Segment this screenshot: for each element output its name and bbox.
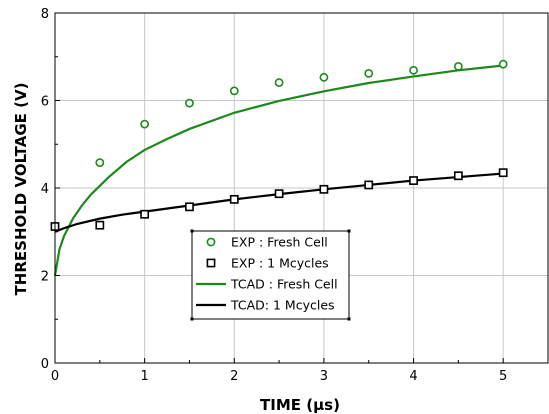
- data-point-square: [274, 189, 284, 199]
- data-point-circle: [364, 68, 374, 78]
- x-tick-label: 2: [230, 369, 238, 384]
- data-point-circle: [185, 98, 194, 108]
- ticks: 0 1 2 3 4 5 0 2 4 6 8: [41, 7, 508, 384]
- x-tick-label: 4: [409, 369, 417, 384]
- y-tick-label: 0: [41, 357, 49, 372]
- legend-label: EXP : Fresh Cell: [231, 235, 328, 250]
- y-tick-label: 6: [41, 95, 49, 110]
- data-point-square: [185, 202, 194, 212]
- data-point-square: [498, 168, 508, 178]
- legend-corner-handle: [190, 229, 194, 233]
- legend-marker-square: [206, 258, 216, 268]
- y-tick-label: 4: [41, 182, 49, 197]
- legend-corner-handle: [347, 229, 351, 233]
- x-tick-label: 0: [51, 369, 59, 384]
- y-axis-label: THRESHOLD VOLTAGE (V): [12, 83, 30, 296]
- legend-marker-circle: [206, 237, 216, 247]
- legend-label: TCAD: 1 Mcycles: [230, 298, 335, 313]
- x-tick-label: 5: [499, 369, 507, 384]
- y-tick-label: 2: [41, 270, 49, 285]
- y-tick-label: 8: [41, 7, 49, 22]
- data-point-square: [229, 194, 239, 204]
- series-line: [54, 172, 504, 233]
- data-point-square: [95, 220, 105, 230]
- data-point-circle: [140, 119, 150, 129]
- legend-corner-handle: [347, 317, 351, 321]
- x-axis-label: TIME (μs): [260, 396, 340, 414]
- data-point-circle: [409, 65, 418, 75]
- data-point-square: [364, 180, 374, 190]
- data-point-square: [319, 184, 329, 194]
- legend-label: TCAD : Fresh Cell: [230, 277, 338, 292]
- data-point-circle: [274, 78, 284, 87]
- data-point-square: [409, 176, 418, 185]
- series-line: [53, 64, 504, 276]
- data-point-circle: [498, 59, 508, 69]
- data-point-circle: [95, 158, 105, 168]
- x-tick-label: 3: [320, 369, 328, 384]
- legend-label: EXP : 1 Mcycles: [231, 256, 329, 271]
- data-point-square: [140, 209, 150, 219]
- data-point-circle: [319, 72, 329, 82]
- data-point-square: [453, 171, 463, 181]
- legend-corner-handle: [190, 317, 194, 321]
- x-tick-label: 1: [140, 369, 148, 384]
- legend: EXP : Fresh Cell EXP : 1 Mcycles TCAD : Fr…: [190, 229, 351, 321]
- series-layer: [50, 59, 508, 276]
- data-point-circle: [453, 61, 463, 71]
- data-point-circle: [229, 86, 239, 96]
